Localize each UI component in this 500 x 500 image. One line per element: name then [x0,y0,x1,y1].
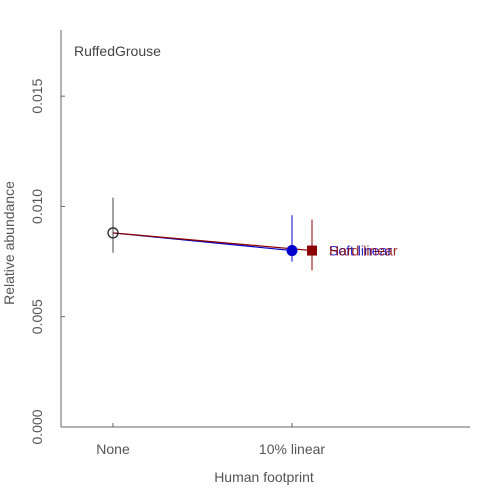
baseline-point [107,227,119,239]
x-tick-label: 10% linear [259,441,325,457]
series-point [307,245,317,256]
y-tick-label: 0.005 [29,299,45,334]
y-axis-label: Relative abundance [1,181,17,305]
series-point [286,245,298,257]
series-label: Soft linear [329,243,392,259]
x-axis-label: Human footprint [214,469,314,485]
x-tick-label: None [96,441,130,457]
chart-title: RuffedGrouse [74,43,161,59]
y-tick-label: 0.010 [29,189,45,224]
series-line [112,232,313,252]
y-tick-label: 0.015 [29,78,45,113]
series-label: Hard linear [329,243,398,259]
y-tick-label: 0.000 [29,409,45,444]
axes: 0.000 0.005 0.010 0.015 None 10% linear [29,30,470,457]
